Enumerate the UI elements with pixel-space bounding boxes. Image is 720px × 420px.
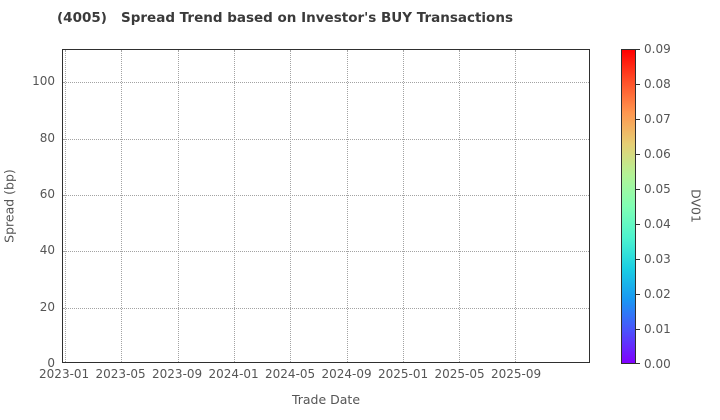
gridline-vertical [290,50,292,362]
y-tick-label: 40 [39,243,55,258]
colorbar-tick-mark [636,294,640,295]
x-tick-label: 2025-01 [378,367,429,381]
y-tick-label: 20 [39,299,55,314]
gridline-vertical [177,50,179,362]
colorbar-tick-label: 0.06 [644,147,671,161]
x-tick-label: 2023-09 [152,367,203,381]
x-tick-label: 2024-01 [208,367,259,381]
colorbar-tick-label: 0.03 [644,252,671,266]
gridline-horizontal [63,307,589,309]
colorbar-tick-mark [636,119,640,120]
gridline-vertical [233,50,235,362]
colorbar-tick-label: 0.08 [644,77,671,91]
gridline-vertical [346,50,348,362]
colorbar-tick-label: 0.09 [644,42,671,56]
colorbar-tick-mark [636,154,640,155]
colorbar-tick-label: 0.02 [644,287,671,301]
colorbar-tick-label: 0.04 [644,217,671,231]
gridline-vertical [459,50,461,362]
colorbar-label: DV01 [688,189,704,223]
y-tick-label: 80 [39,130,55,145]
x-tick-label: 2023-05 [95,367,146,381]
colorbar-tick-label: 0.00 [644,357,671,371]
x-tick-label: 2025-05 [434,367,485,381]
gridline-vertical [402,50,404,362]
colorbar-gradient [621,49,636,364]
colorbar-tick-mark [636,363,640,364]
colorbar-tick-mark [636,189,640,190]
colorbar-tick-mark [636,224,640,225]
y-tick-label: 100 [32,74,55,89]
x-tick-label: 2025-09 [491,367,542,381]
x-tick-label: 2024-09 [321,367,372,381]
y-tick-label: 0 [47,356,55,370]
plot-area [62,49,590,363]
colorbar-tick-mark [636,259,640,260]
colorbar-tick-mark [636,84,640,85]
chart-title: (4005) Spread Trend based on Investor's … [57,10,513,26]
gridline-horizontal [63,138,589,140]
x-tick-label: 2023-01 [39,367,90,381]
gridline-vertical [515,50,517,362]
gridline-vertical [65,50,67,362]
y-tick-label: 60 [39,186,55,201]
colorbar-tick-label: 0.07 [644,112,671,126]
gridline-horizontal [63,82,589,84]
x-axis-label: Trade Date [291,392,361,407]
gridline-vertical [121,50,123,362]
colorbar-tick-label: 0.01 [644,322,671,336]
gridline-horizontal [63,194,589,196]
x-tick-label: 2024-05 [265,367,316,381]
colorbar-tick-mark [636,49,640,50]
gridline-horizontal [63,251,589,253]
y-axis-label: Spread (bp) [1,169,17,243]
colorbar-tick-mark [636,329,640,330]
colorbar-tick-label: 0.05 [644,182,671,196]
